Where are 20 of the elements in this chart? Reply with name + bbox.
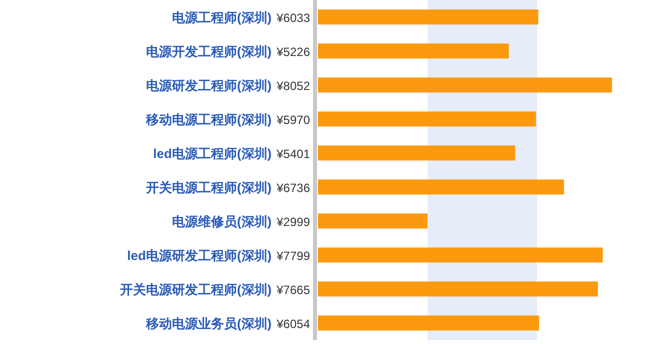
data-label: ¥8052 — [276, 79, 310, 93]
y-tick-label: 电源开发工程师(深圳) — [146, 44, 272, 59]
y-tick-label: 电源研发工程师(深圳) — [146, 78, 272, 93]
data-label: ¥2999 — [276, 215, 310, 229]
y-tick-label: 电源工程师(深圳) — [172, 10, 272, 25]
data-label: ¥5401 — [276, 147, 310, 161]
y-tick-label: 移动电源业务员(深圳) — [144, 316, 272, 331]
y-tick-label: 开关电源研发工程师(深圳) — [118, 282, 272, 297]
data-label: ¥6054 — [276, 317, 310, 331]
y-tick-label: 移动电源工程师(深圳) — [144, 112, 272, 127]
y-tick-label: 开关电源工程师(深圳) — [144, 180, 272, 195]
data-label: ¥5226 — [276, 45, 310, 59]
y-tick-label: led电源工程师(深圳) — [153, 146, 272, 161]
y-tick-label: 电源维修员(深圳) — [172, 214, 272, 229]
data-label: ¥5970 — [276, 113, 310, 127]
data-label: ¥6736 — [276, 181, 310, 195]
data-label: ¥6033 — [276, 11, 310, 25]
data-label: ¥7799 — [276, 249, 310, 263]
y-tick-label: led电源研发工程师(深圳) — [127, 248, 272, 263]
data-label: ¥7665 — [276, 283, 310, 297]
